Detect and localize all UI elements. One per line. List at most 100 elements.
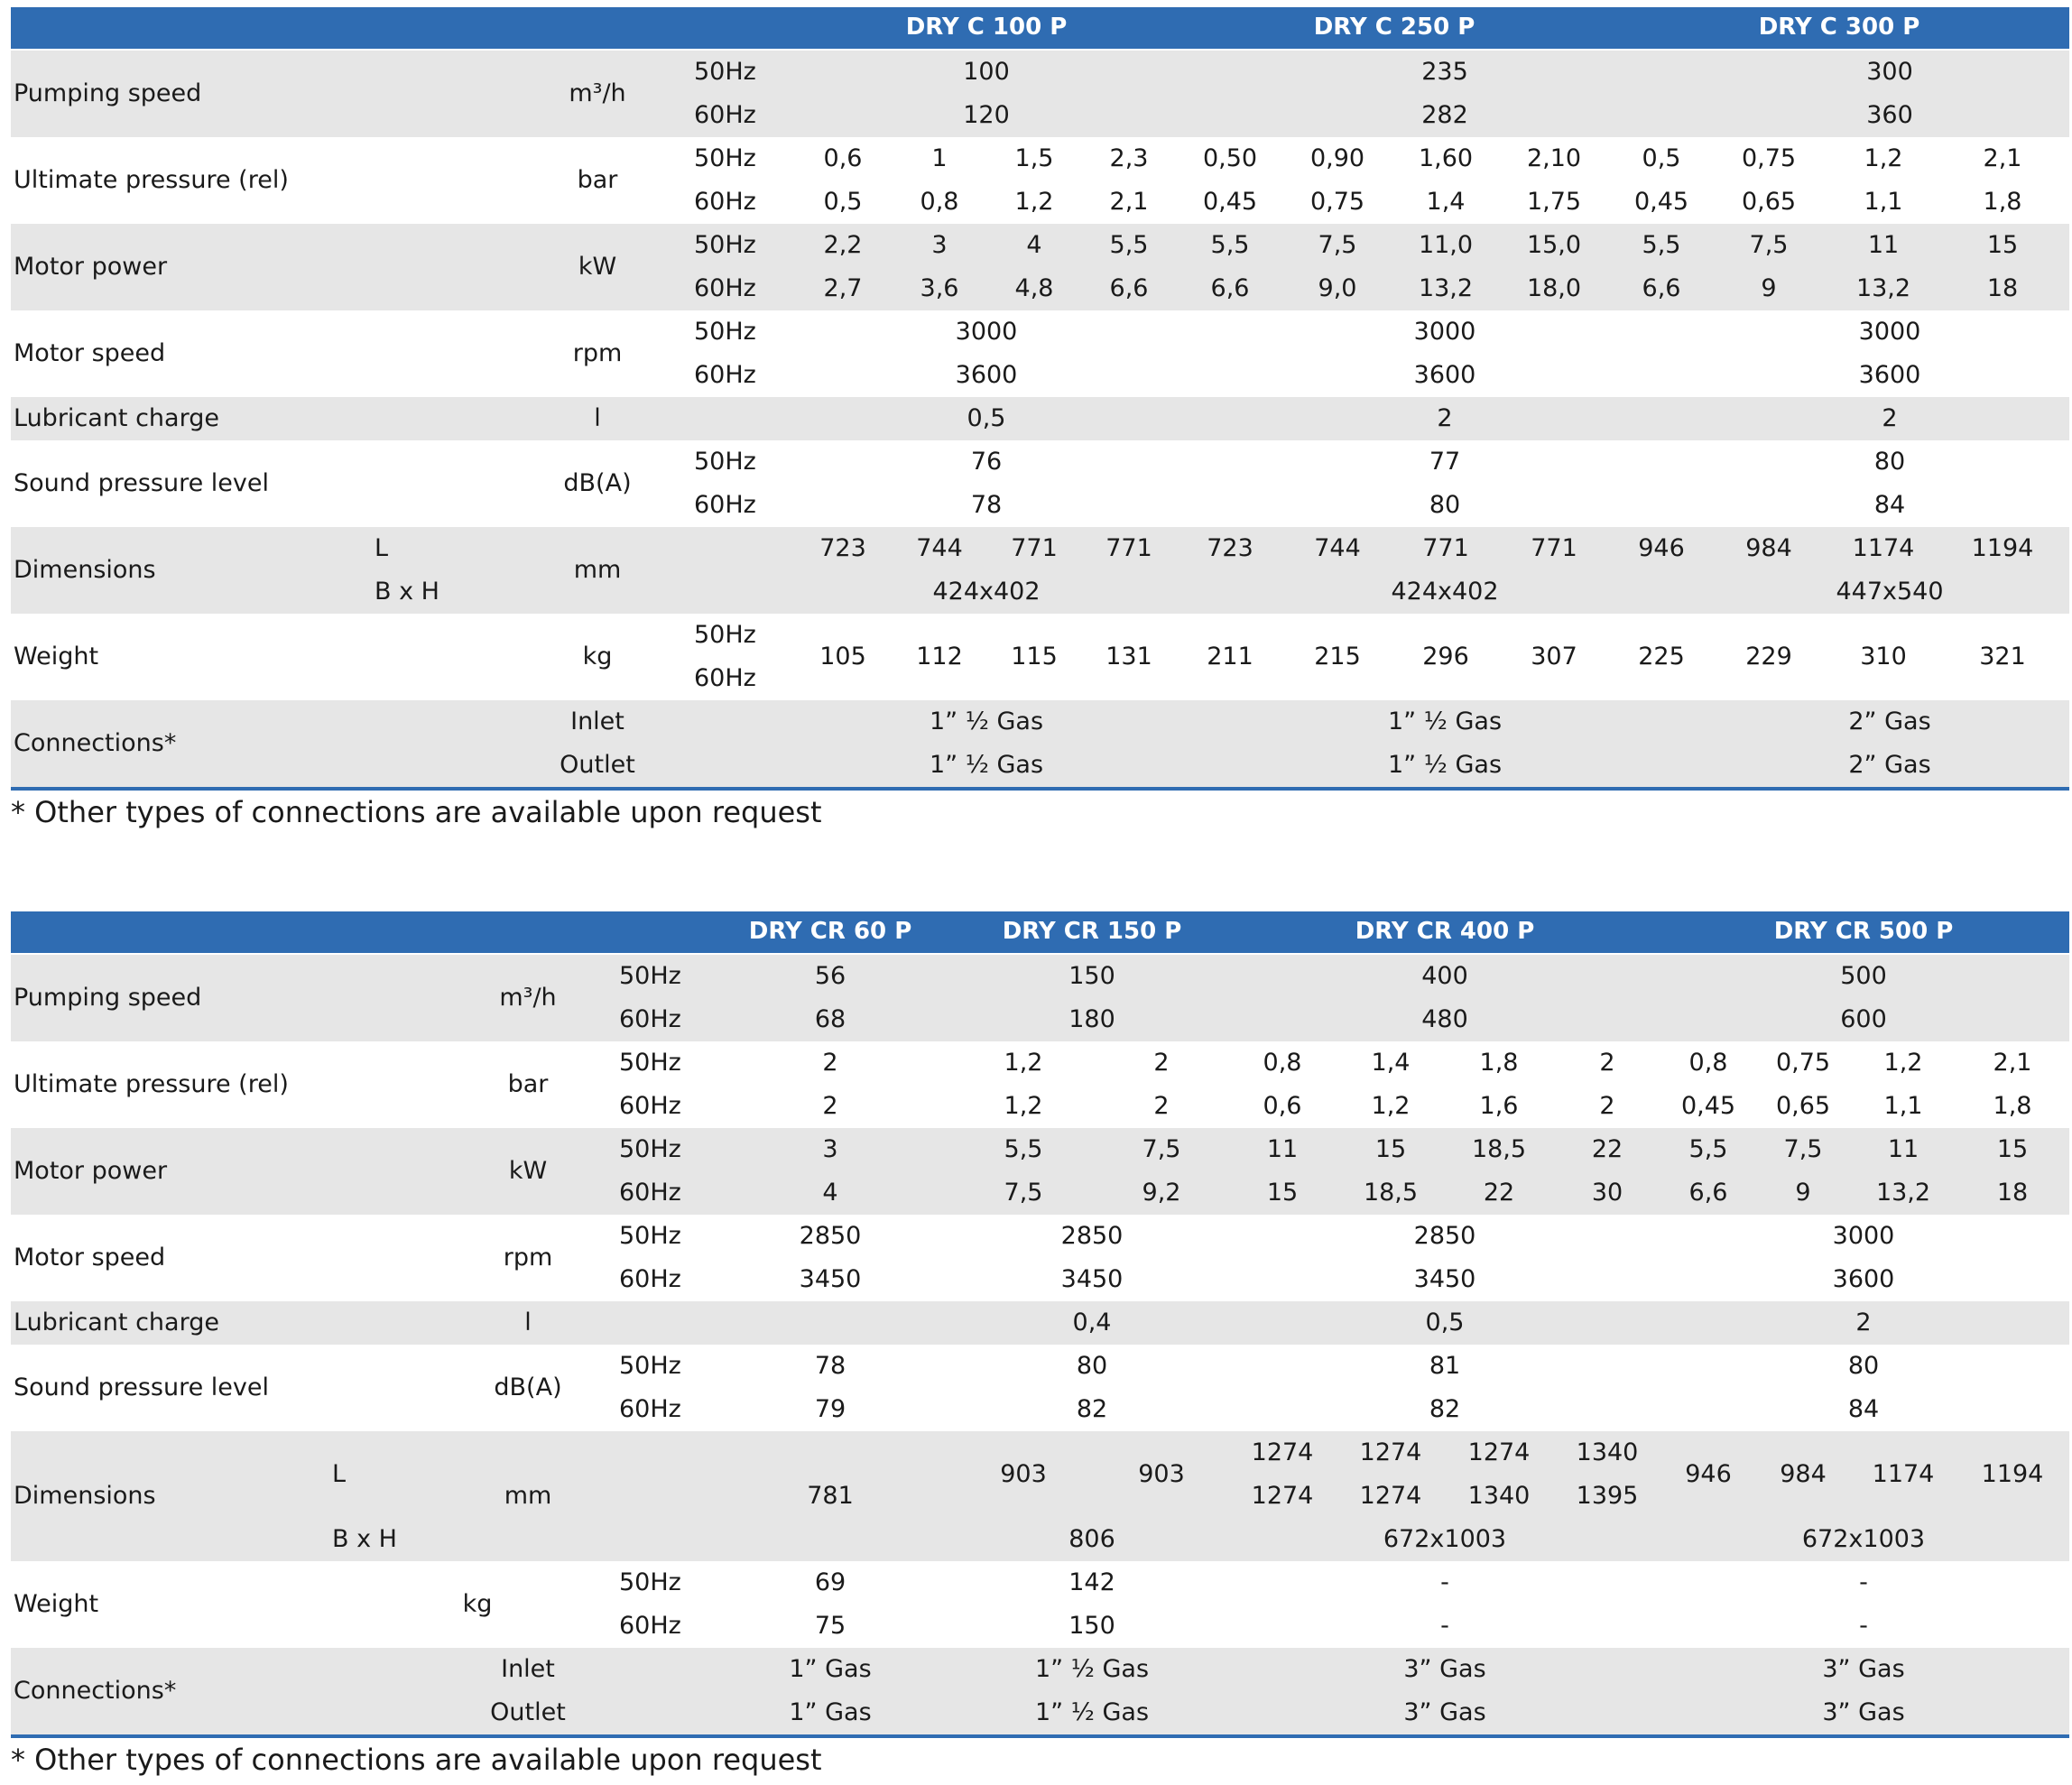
table-cell: 79 bbox=[814, 1395, 846, 1423]
row-band bbox=[11, 1128, 2069, 1215]
table-cell: 75 bbox=[814, 1612, 846, 1640]
table-cell: 120 bbox=[963, 101, 1010, 129]
table-cell: 3600 bbox=[1413, 361, 1476, 389]
table-cell: 15 bbox=[1986, 231, 2019, 259]
table-cell: 0,65 bbox=[1741, 188, 1797, 216]
table-cell: 18,0 bbox=[1526, 274, 1582, 302]
table-cell: 771 bbox=[1105, 534, 1152, 562]
unit-label: l bbox=[594, 404, 601, 432]
connection-sublabel: Inlet bbox=[570, 708, 624, 735]
frequency-label: 60Hz bbox=[619, 1265, 681, 1293]
table-cell: 105 bbox=[819, 643, 866, 671]
table-cell: 2 bbox=[1437, 404, 1453, 432]
table-cell: 3000 bbox=[955, 318, 1018, 346]
table-cell: 69 bbox=[814, 1568, 846, 1596]
table-cell: 7,5 bbox=[1142, 1135, 1181, 1163]
table-cell: 424x402 bbox=[932, 578, 1041, 606]
row-band bbox=[11, 527, 2069, 614]
connection-sublabel: Inlet bbox=[501, 1655, 555, 1683]
table-cell: 1” Gas bbox=[789, 1698, 872, 1726]
row-label: Weight bbox=[14, 1590, 99, 1618]
row-label: Motor power bbox=[14, 1157, 168, 1185]
frequency-label: 60Hz bbox=[619, 1179, 681, 1207]
row-band bbox=[11, 1301, 2069, 1345]
table-cell: 11 bbox=[1887, 1135, 1919, 1163]
table-cell: 13,2 bbox=[1875, 1179, 1931, 1207]
spec-table-dry-c: DRY C 100 P DRY C 250 P DRY C 300 P Pumping… bbox=[11, 7, 2069, 792]
dimension-sublabel: B x H bbox=[375, 578, 439, 606]
unit-label: mm bbox=[504, 1482, 552, 1510]
unit-label: kg bbox=[582, 643, 613, 671]
table-cell: - bbox=[1859, 1568, 1868, 1596]
frequency-label: 50Hz bbox=[694, 318, 756, 346]
frequency-label: 60Hz bbox=[694, 664, 756, 692]
table-cell: 1,1 bbox=[1883, 1092, 1923, 1120]
table-cell: 310 bbox=[1860, 643, 1907, 671]
dimension-sublabel: L bbox=[375, 534, 389, 562]
model-header: DRY C 100 P bbox=[905, 14, 1068, 41]
row-label: Pumping speed bbox=[14, 79, 202, 107]
row-label: Weight bbox=[14, 643, 99, 671]
table-cell: 3450 bbox=[799, 1265, 862, 1293]
table-cell: 2,1 bbox=[1983, 144, 2022, 172]
unit-label: m³/h bbox=[499, 984, 557, 1012]
table-cell: 806 bbox=[1068, 1525, 1115, 1553]
table-cell: 0,75 bbox=[1309, 188, 1365, 216]
row-band bbox=[11, 397, 2069, 440]
model-header: DRY C 250 P bbox=[1313, 14, 1475, 41]
table-cell: 781 bbox=[807, 1482, 854, 1510]
table-cell: 0,90 bbox=[1309, 144, 1365, 172]
table-cell: 80 bbox=[1847, 1352, 1880, 1380]
table-cell: 3450 bbox=[1413, 1265, 1476, 1293]
table-cell: 1,5 bbox=[1014, 144, 1054, 172]
table-cell: 78 bbox=[814, 1352, 846, 1380]
table-cell: 1,2 bbox=[1883, 1049, 1923, 1077]
table-cell: 1” ½ Gas bbox=[1034, 1698, 1150, 1726]
row-label: Ultimate pressure (rel) bbox=[14, 166, 289, 194]
row-label: Motor speed bbox=[14, 339, 166, 367]
table-cell: 1,2 bbox=[1004, 1049, 1043, 1077]
row-label: Dimensions bbox=[14, 556, 156, 584]
table-cell: 0,75 bbox=[1775, 1049, 1831, 1077]
table-cell: 11 bbox=[1266, 1135, 1299, 1163]
table-cell: 946 bbox=[1638, 534, 1685, 562]
table-cell: 672x1003 bbox=[1801, 1525, 1926, 1553]
table-cell: 1,2 bbox=[1864, 144, 1903, 172]
table-cell: 2 bbox=[1855, 1309, 1872, 1336]
table-cell: 1174 bbox=[1852, 534, 1915, 562]
table-cell: 771 bbox=[1422, 534, 1469, 562]
table-cell: 80 bbox=[1076, 1352, 1108, 1380]
table-cell: 2” Gas bbox=[1848, 708, 1931, 735]
row-band bbox=[11, 1431, 2069, 1561]
frequency-label: 50Hz bbox=[694, 231, 756, 259]
table-cell: 2,1 bbox=[1109, 188, 1149, 216]
table-cell: 2,1 bbox=[1993, 1049, 2032, 1077]
table-cell: 2 bbox=[822, 1092, 838, 1120]
table-cell: 3” Gas bbox=[1403, 1698, 1486, 1726]
model-header: DRY C 300 P bbox=[1758, 14, 1920, 41]
table-cell: 56 bbox=[814, 962, 846, 990]
frequency-label: 50Hz bbox=[619, 1568, 681, 1596]
table-cell: 4,8 bbox=[1014, 274, 1054, 302]
unit-label: rpm bbox=[503, 1244, 553, 1272]
frequency-label: 50Hz bbox=[619, 962, 681, 990]
table-cell: 7,5 bbox=[1318, 231, 1357, 259]
table-cell: 0,50 bbox=[1202, 144, 1258, 172]
row-label: Motor power bbox=[14, 253, 168, 281]
table-cell: 7,5 bbox=[1749, 231, 1789, 259]
table-cell: 15 bbox=[1266, 1179, 1299, 1207]
table-cell: 81 bbox=[1429, 1352, 1461, 1380]
row-label: Connections* bbox=[14, 1677, 177, 1705]
table-cell: 1,2 bbox=[1014, 188, 1054, 216]
table-cell: 447x540 bbox=[1836, 578, 1944, 606]
table-cell: 3 bbox=[931, 231, 948, 259]
unit-label: dB(A) bbox=[494, 1373, 562, 1401]
table-cell: 18,5 bbox=[1363, 1179, 1419, 1207]
table-cell: 1274 bbox=[1359, 1438, 1422, 1466]
table-cell: 0,45 bbox=[1680, 1092, 1736, 1120]
table-cell: 2850 bbox=[1060, 1222, 1124, 1250]
frequency-label: 50Hz bbox=[694, 144, 756, 172]
table-cell: 2850 bbox=[799, 1222, 862, 1250]
table-cell: 235 bbox=[1421, 58, 1468, 86]
table-cell: 0,8 bbox=[1263, 1049, 1302, 1077]
